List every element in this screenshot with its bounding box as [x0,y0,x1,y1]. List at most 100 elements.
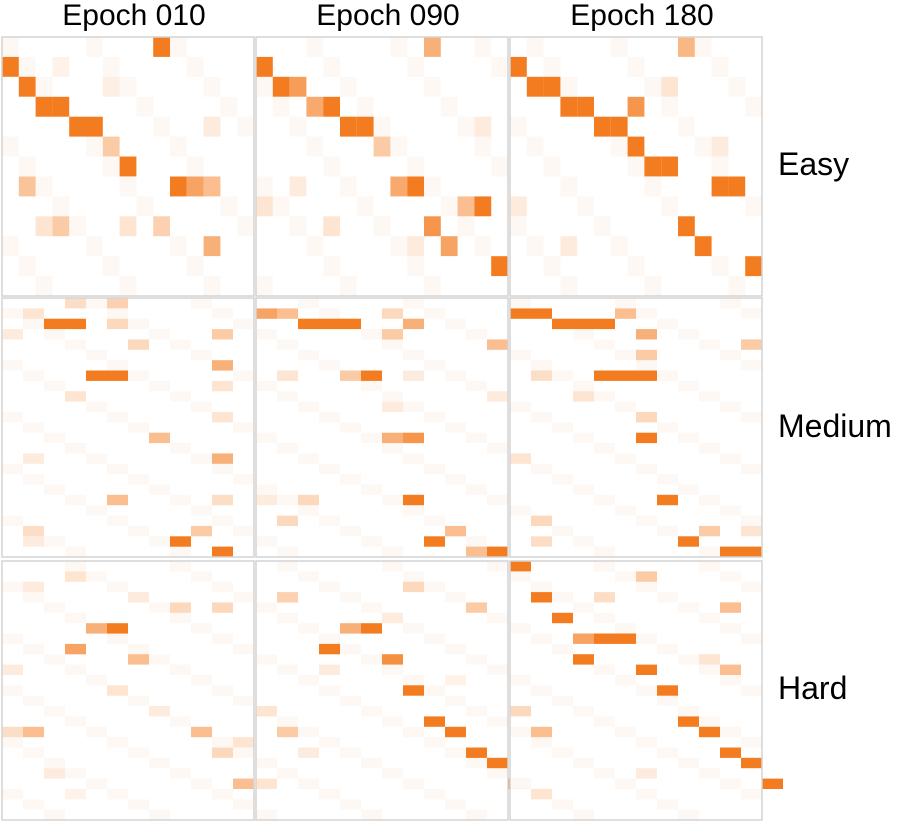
heatmap-cell [382,308,403,319]
heatmap-background-cell [407,156,424,177]
heatmap-cell [661,156,678,177]
heatmap-background-cell [65,716,86,727]
heatmap-cell [153,37,170,57]
heatmap-cell [35,96,53,117]
heatmap-cell [361,370,382,381]
heatmap-background-cell [720,778,741,789]
heatmap-background-cell [594,391,615,402]
heatmap-background-cell [474,236,492,257]
panel-border [1,36,255,297]
heatmap-background-cell [170,664,191,675]
heatmap-cell [720,546,741,557]
heatmap-cell [531,536,552,547]
heatmap-background-cell [298,401,319,412]
heatmap-cell [119,156,137,177]
heatmap-cell [728,176,746,197]
heatmap-background-cell [128,525,149,537]
heatmap-cell [69,116,86,137]
heatmap-background-cell [531,633,552,644]
heatmap-cell [720,602,741,613]
heatmap-background-cell [445,474,466,485]
heatmap-cell [323,96,340,117]
heatmap-background-cell [86,453,107,464]
heatmap-background-cell [256,176,273,197]
heatmap-cell [644,156,662,177]
heatmap-background-cell [531,685,552,696]
heatmap-background-cell [424,788,445,800]
heatmap-background-cell [678,706,699,717]
heatmap-cell [678,536,699,547]
heatmap-background-cell [298,453,319,464]
heatmap-background-cell [636,360,657,371]
heatmap-background-cell [510,116,527,137]
heatmap-background-cell [2,411,23,423]
heatmap-cell [323,216,340,237]
heatmap-background-cell [44,706,65,717]
heatmap-background-cell [149,484,170,495]
heatmap-background-cell [424,463,445,475]
heatmap-cell [128,339,149,350]
heatmap-cell [657,685,678,696]
heatmap-background-cell [136,196,154,217]
heatmap-background-cell [594,443,615,454]
heatmap-background-cell [212,308,233,319]
heatmap-cell [212,412,233,423]
heatmap-background-cell [340,276,357,296]
heatmap-background-cell [424,515,445,526]
heatmap-background-cell [627,256,645,277]
panel-medium-0 [1,297,255,558]
heatmap-cell [319,643,340,655]
heatmap-background-cell [466,654,487,665]
heatmap-cell [340,623,361,634]
panel-hard-0 [1,560,255,821]
heatmap-background-cell [615,349,636,361]
heatmap-background-cell [203,276,221,296]
heatmap-cell [107,298,128,309]
heatmap-cell [678,716,699,727]
heatmap-background-cell [306,37,324,57]
heatmap-background-cell [741,581,762,593]
heatmap-cell [65,318,86,330]
heatmap-cell [424,536,445,547]
heatmap-background-cell [615,401,636,412]
heatmap-background-cell [191,298,212,309]
heatmap-background-cell [457,216,475,237]
heatmap-background-cell [487,716,508,727]
heatmap-cell [170,536,191,547]
heatmap-background-cell [233,370,254,381]
panel-border [509,36,763,297]
heatmap-background-cell [65,768,86,779]
heatmap-background-cell [573,329,594,340]
heatmap-cell [306,96,324,117]
heatmap-background-cell [510,623,531,634]
heatmap-background-cell [390,37,408,57]
panel-border [1,560,255,821]
heatmap-background-cell [23,799,44,810]
heatmap-background-cell [233,422,254,433]
heatmap-cell [233,778,254,789]
heatmap-cell [149,706,170,717]
heatmap-cell [487,339,508,350]
heatmap-background-cell [657,695,678,707]
heatmap-background-cell [552,525,573,537]
heatmap-background-cell [445,422,466,433]
heatmap-background-cell [128,799,149,810]
heatmap-cell [256,778,277,789]
heatmap-cell [18,76,36,97]
heatmap-background-cell [272,196,290,217]
heatmap-cell [699,654,720,665]
heatmap-cell [298,747,319,758]
heatmap-background-cell [237,116,254,137]
heatmap-background-cell [720,453,741,464]
heatmap-cell [340,370,361,381]
heatmap-background-cell [382,664,403,675]
heatmap-background-cell [256,484,277,495]
heatmap-background-cell [694,37,712,57]
heatmap-background-cell [23,422,44,433]
heatmap-cell [102,76,120,97]
heatmap-background-cell [170,494,191,506]
heatmap-background-cell [340,176,357,197]
heatmap-background-cell [573,484,594,495]
heatmap-cell [720,747,741,758]
